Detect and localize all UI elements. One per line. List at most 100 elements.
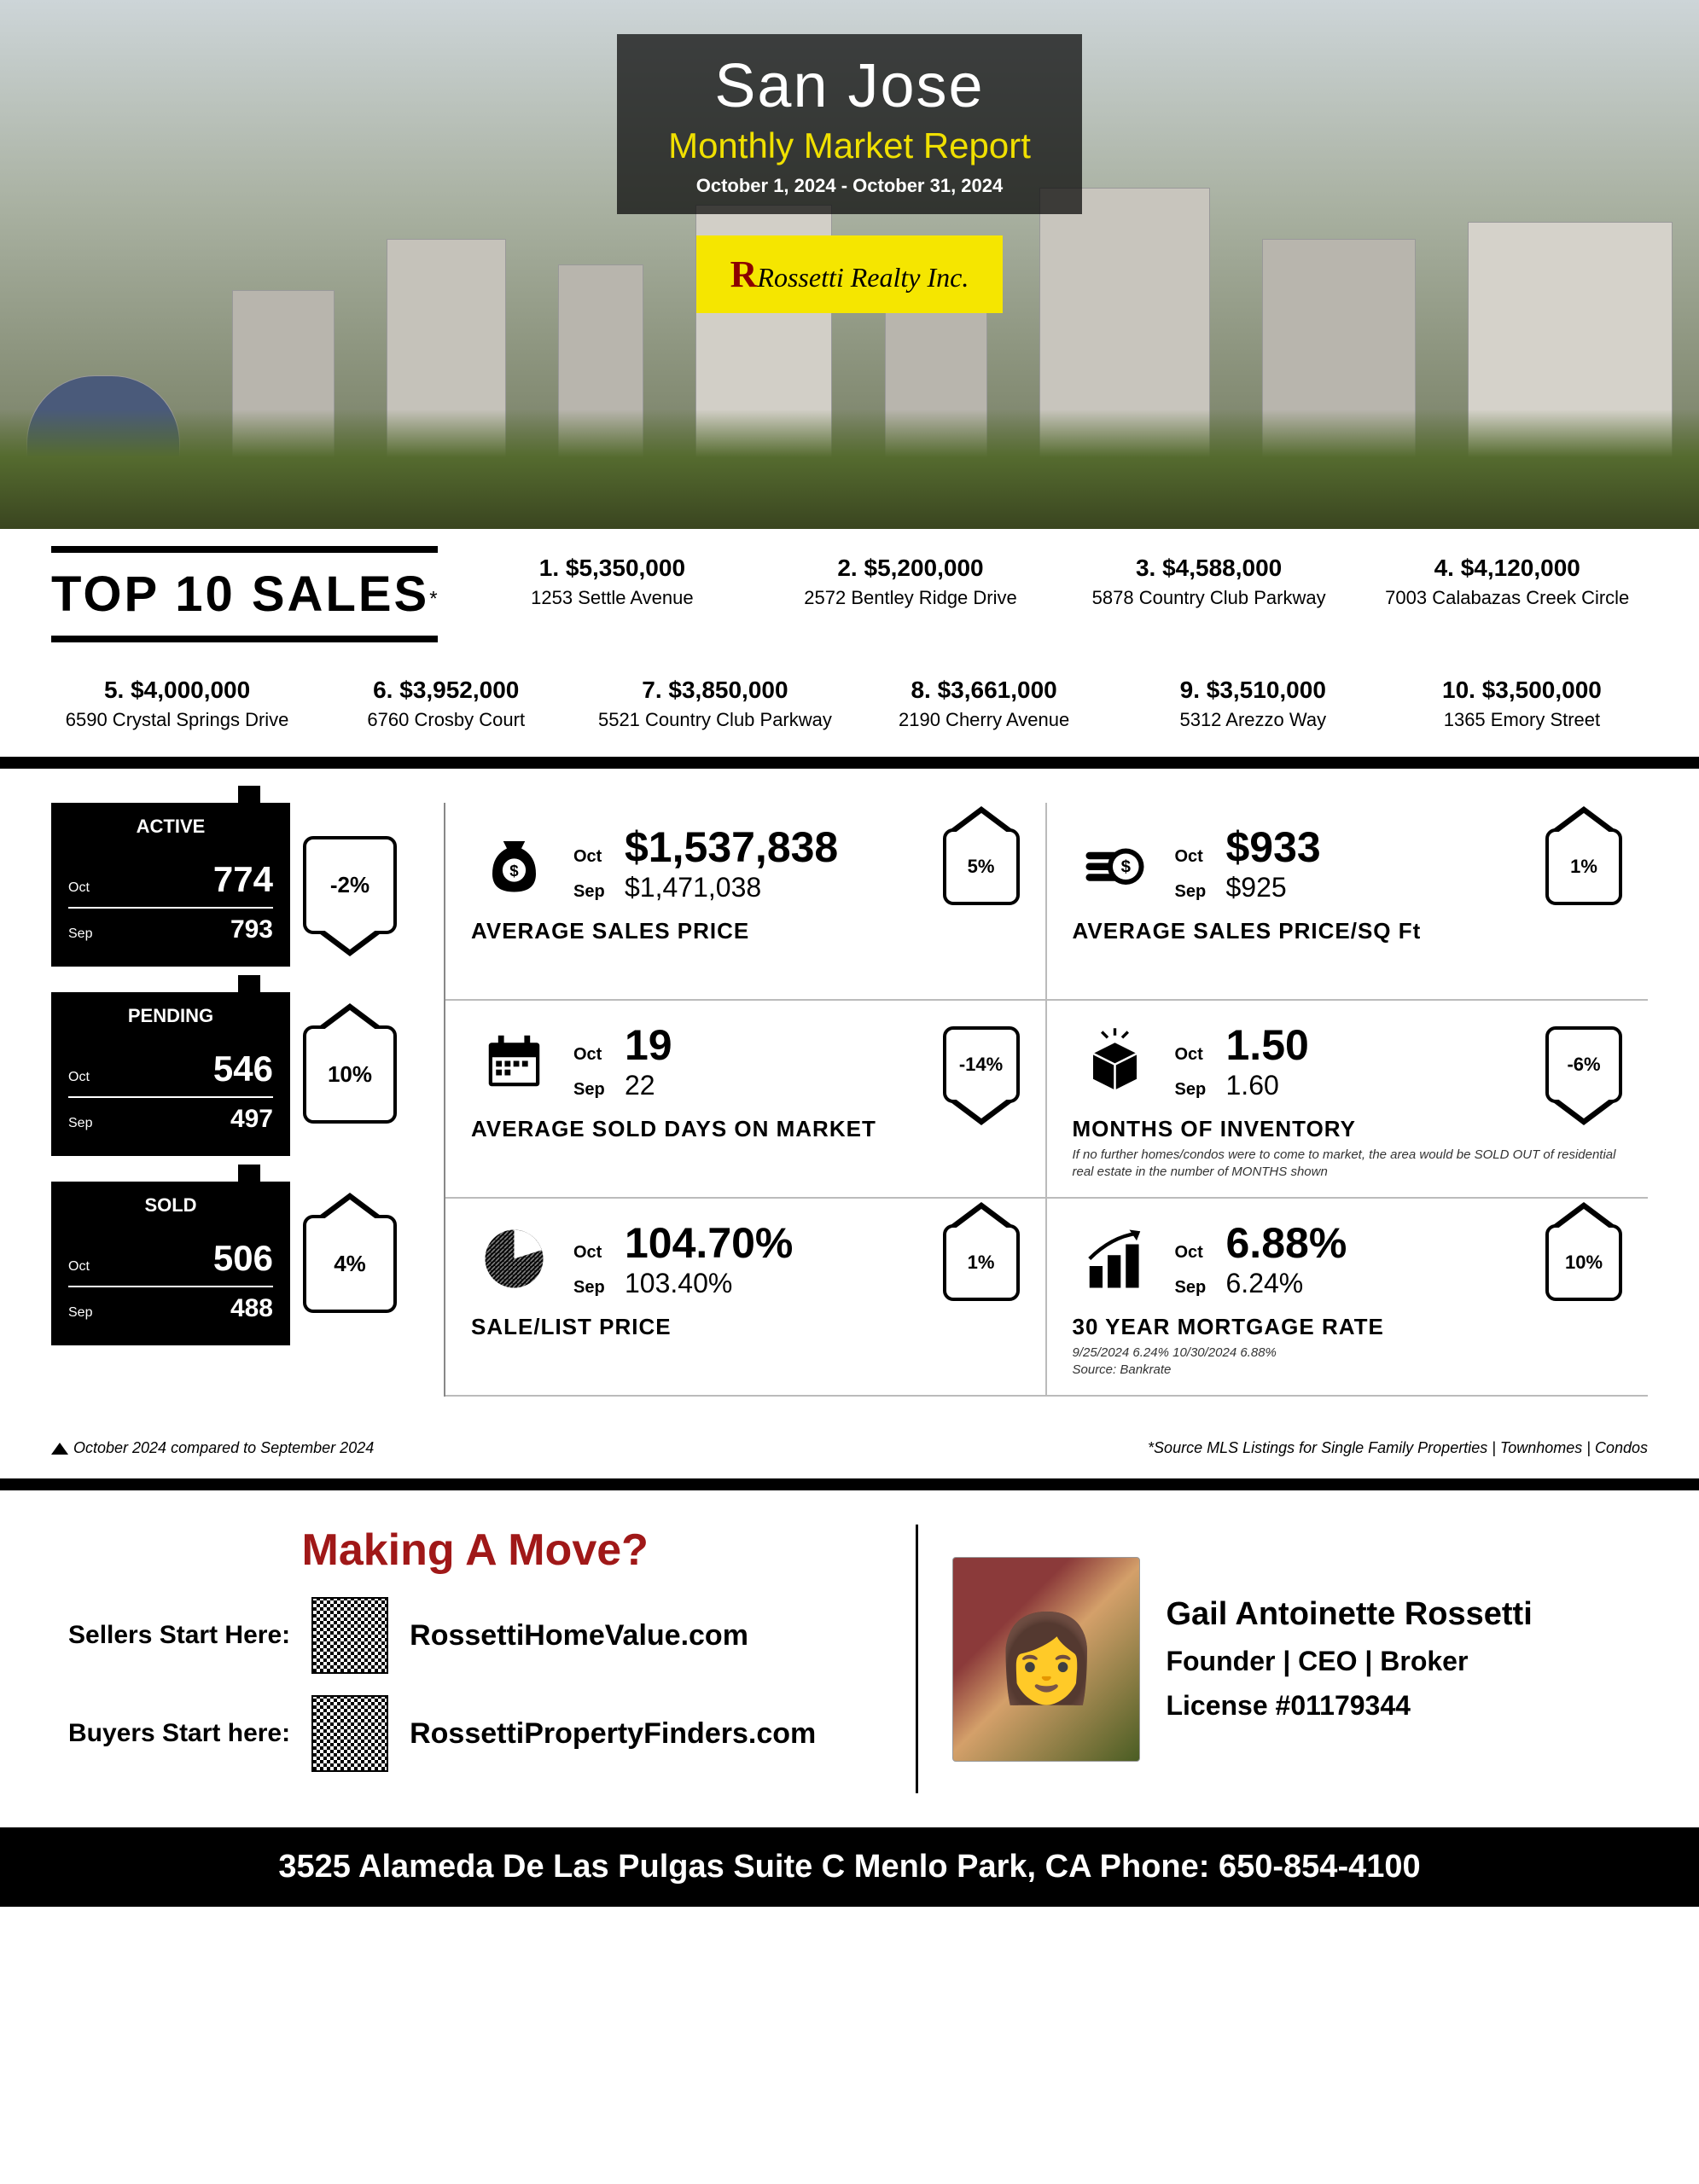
change-arrow: 5% [943, 828, 1020, 905]
change-arrow: -2% [303, 836, 397, 934]
sale-item: 6. $3,952,000 6760 Crosby Court [320, 677, 572, 731]
listing-label: ACTIVE [51, 816, 290, 838]
sale-address: 1253 Settle Avenue [472, 587, 753, 609]
svg-text:$: $ [509, 861, 519, 879]
seller-row: Sellers Start Here: RossettiHomeValue.co… [68, 1597, 882, 1674]
listing-label: SOLD [51, 1194, 290, 1217]
sale-item: 3. $4,588,000 5878 Country Club Parkway [1068, 555, 1350, 609]
stat-inventory: Oct1.50 Sep1.60 -6% MONTHS OF INVENTORY … [1047, 1001, 1649, 1199]
sale-price: 1. $5,350,000 [472, 555, 753, 582]
logo-text: Rossetti Realty Inc. [757, 262, 969, 293]
agent-headshot: 👩 [952, 1557, 1140, 1762]
cta-section: Making A Move? Sellers Start Here: Rosse… [0, 1490, 1699, 1827]
sale-address: 5312 Arezzo Way [1127, 709, 1379, 731]
top10-section: TOP 10 SALES* 1. $5,350,000 1253 Settle … [0, 529, 1699, 757]
calendar-icon [478, 1025, 550, 1097]
company-logo: RRossetti Realty Inc. [696, 235, 1004, 313]
sale-address: 5521 Country Club Parkway [589, 709, 841, 731]
stat-mortgage: Oct6.88% Sep6.24% 10% 30 YEAR MORTGAGE R… [1047, 1199, 1649, 1397]
change-arrow: -14% [943, 1026, 1020, 1103]
seller-label: Sellers Start Here: [68, 1621, 290, 1650]
sale-price: 6. $3,952,000 [320, 677, 572, 704]
agent-name: Gail Antoinette Rossetti [1166, 1596, 1532, 1633]
sale-address: 2190 Cherry Avenue [858, 709, 1110, 731]
listing-label: PENDING [51, 1005, 290, 1027]
stat-label: MONTHS OF INVENTORY [1073, 1116, 1623, 1142]
divider-bar [0, 757, 1699, 769]
svg-text:$: $ [1121, 857, 1132, 876]
pending-listing-block: PENDING LISTING Oct546 Sep497 10% [51, 992, 418, 1156]
stat-secondary-value: $925 [1226, 872, 1287, 903]
buyer-url[interactable]: RossettiPropertyFinders.com [410, 1717, 816, 1751]
title-box: San Jose Monthly Market Report October 1… [617, 34, 1082, 214]
top10-title: TOP 10 SALES [51, 566, 429, 622]
money-bag-icon: $ [478, 827, 550, 899]
sale-item: 9. $3,510,000 5312 Arezzo Way [1127, 677, 1379, 731]
metrics-section: ACTIVE LISTING Oct774 Sep793 -2% PENDING… [0, 769, 1699, 1431]
house-shape: ACTIVE LISTING Oct774 Sep793 [51, 803, 290, 967]
sale-item: 2. $5,200,000 2572 Bentley Ridge Drive [770, 555, 1051, 609]
sale-price: 5. $4,000,000 [51, 677, 303, 704]
buyer-label: Buyers Start here: [68, 1719, 290, 1748]
qr-code-buyer [311, 1695, 388, 1772]
sale-address: 1365 Emory Street [1396, 709, 1648, 731]
city-name: San Jose [668, 51, 1031, 121]
stat-secondary-value: $1,471,038 [625, 872, 761, 903]
stat-label: AVERAGE SALES PRICE [471, 918, 1020, 944]
sale-price: 2. $5,200,000 [770, 555, 1051, 582]
stat-note: If no further homes/condos were to come … [1073, 1147, 1623, 1180]
buyer-row: Buyers Start here: RossettiPropertyFinde… [68, 1695, 882, 1772]
stat-primary-value: 19 [625, 1020, 672, 1070]
sale-item: 1. $5,350,000 1253 Settle Avenue [472, 555, 753, 609]
stat-label: 30 YEAR MORTGAGE RATE [1073, 1314, 1623, 1340]
hero-banner: San Jose Monthly Market Report October 1… [0, 0, 1699, 529]
vertical-divider [916, 1525, 918, 1793]
stat-price_sqft: $ Oct$933 Sep$925 1% AVERAGE SALES PRICE… [1047, 803, 1649, 1001]
stat-avg_price: $ Oct$1,537,838 Sep$1,471,038 5% AVERAGE… [445, 803, 1047, 1001]
stat-secondary-value: 1.60 [1226, 1070, 1279, 1101]
sale-address: 6590 Crystal Springs Drive [51, 709, 303, 731]
cta-heading: Making A Move? [68, 1525, 882, 1576]
pie-icon [478, 1223, 550, 1295]
seller-url[interactable]: RossettiHomeValue.com [410, 1619, 748, 1653]
stat-secondary-value: 6.24% [1226, 1268, 1304, 1299]
stat-primary-value: $933 [1226, 822, 1321, 872]
sale-price: 3. $4,588,000 [1068, 555, 1350, 582]
stat-primary-value: 6.88% [1226, 1218, 1347, 1268]
report-subtitle: Monthly Market Report [668, 125, 1031, 166]
change-arrow: 1% [943, 1224, 1020, 1301]
change-arrow: -6% [1545, 1026, 1622, 1103]
house-shape: SOLD LISTING Oct506 Sep488 [51, 1182, 290, 1345]
stat-days_market: Oct19 Sep22 -14% AVERAGE SOLD DAYS ON MA… [445, 1001, 1047, 1199]
change-arrow: 10% [1545, 1224, 1622, 1301]
sale-address: 6760 Crosby Court [320, 709, 572, 731]
top10-title-wrap: TOP 10 SALES* [51, 546, 438, 642]
sale-address: 7003 Calabazas Creek Circle [1366, 587, 1648, 609]
stat-primary-value: $1,537,838 [625, 822, 838, 872]
sale-price: 9. $3,510,000 [1127, 677, 1379, 704]
sale-address: 2572 Bentley Ridge Drive [770, 587, 1051, 609]
stat-secondary-value: 22 [625, 1070, 655, 1101]
sale-item: 4. $4,120,000 7003 Calabazas Creek Circl… [1366, 555, 1648, 609]
sale-address: 5878 Country Club Parkway [1068, 587, 1350, 609]
agent-license: License #01179344 [1166, 1690, 1532, 1722]
footnote-right: *Source MLS Listings for Single Family P… [1148, 1439, 1648, 1457]
stat-label: AVERAGE SALES PRICE/SQ Ft [1073, 918, 1623, 944]
qr-code-seller [311, 1597, 388, 1674]
stat-label: AVERAGE SOLD DAYS ON MARKET [471, 1116, 1020, 1142]
footnotes: October 2024 compared to September 2024 … [0, 1431, 1699, 1478]
change-arrow: 4% [303, 1215, 397, 1313]
house-icon [51, 1443, 68, 1455]
divider-bar-2 [0, 1478, 1699, 1490]
change-arrow: 1% [1545, 828, 1622, 905]
footnote-left: October 2024 compared to September 2024 [51, 1439, 374, 1457]
sale-item: 10. $3,500,000 1365 Emory Street [1396, 677, 1648, 731]
sale-price: 8. $3,661,000 [858, 677, 1110, 704]
stat-note: 9/25/2024 6.24% 10/30/2024 6.88%Source: … [1073, 1345, 1623, 1378]
date-range: October 1, 2024 - October 31, 2024 [668, 175, 1031, 197]
active-listing-block: ACTIVE LISTING Oct774 Sep793 -2% [51, 803, 418, 967]
sale-price: 7. $3,850,000 [589, 677, 841, 704]
coins-icon: $ [1079, 827, 1151, 899]
growth-chart-icon [1079, 1223, 1151, 1295]
stat-label: SALE/LIST PRICE [471, 1314, 1020, 1340]
